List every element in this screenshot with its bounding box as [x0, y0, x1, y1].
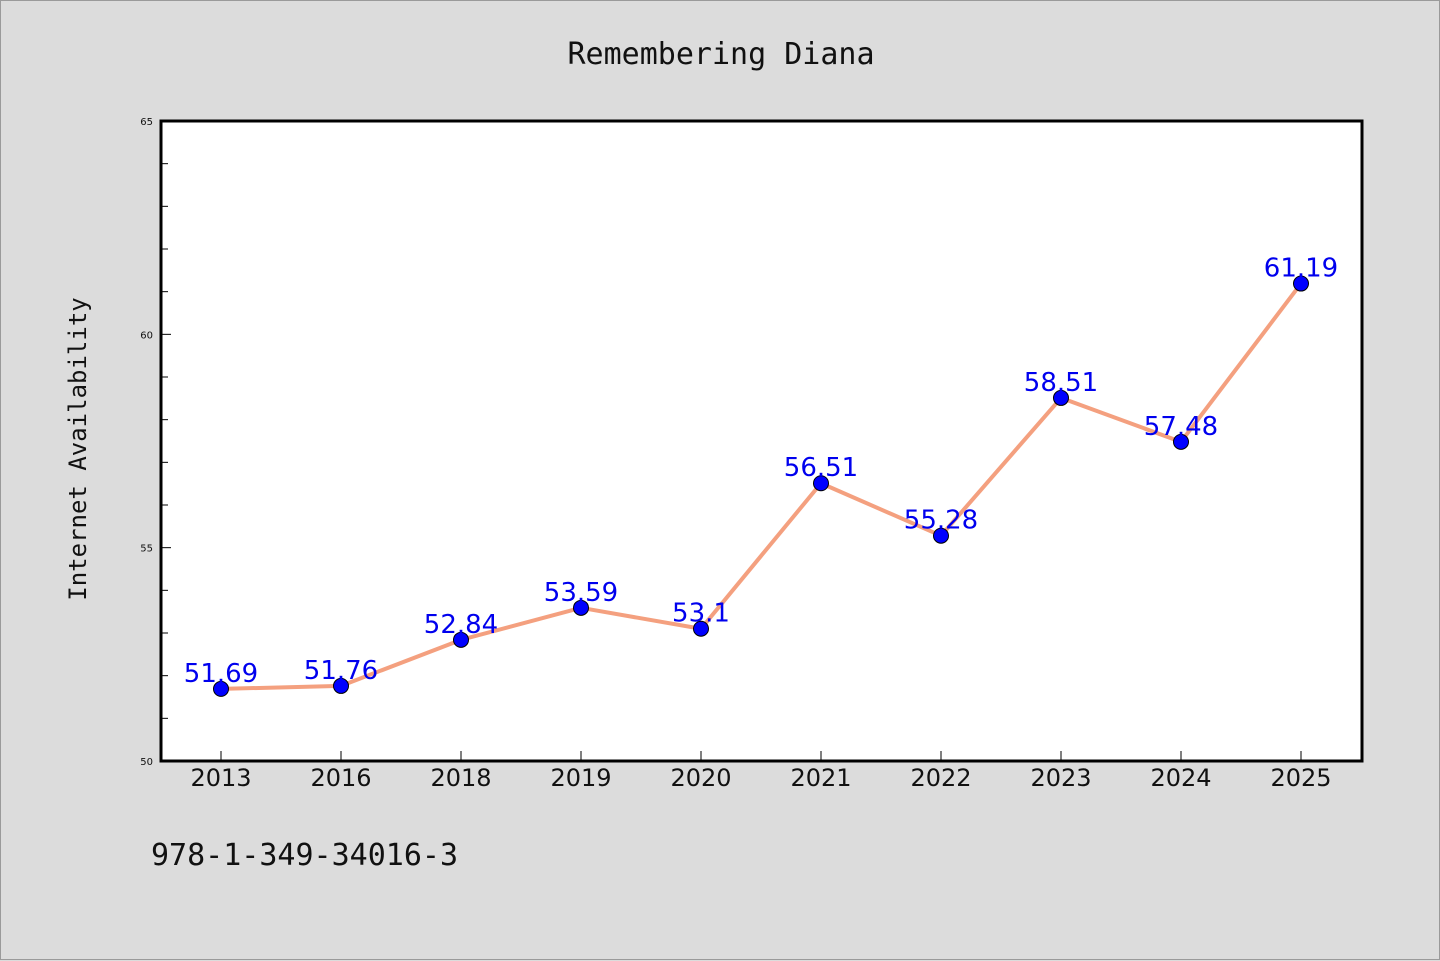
data-point: [693, 620, 709, 637]
data-label: 57.48: [1144, 412, 1218, 442]
y-axis-ticks: 50 55 60 65: [140, 117, 171, 768]
data-label: 61.19: [1264, 254, 1338, 284]
series-line: [219, 281, 1303, 691]
x-tick-label: 2023: [1030, 764, 1091, 792]
y-tick-label: 55: [140, 544, 153, 555]
data-point: [933, 527, 949, 544]
data-label: 52.84: [424, 610, 498, 640]
data-label: 53.1: [672, 599, 730, 629]
data-series: [213, 275, 1309, 697]
x-tick-label: 2024: [1150, 764, 1211, 792]
data-label: 51.76: [304, 656, 378, 686]
data-point: [333, 677, 349, 694]
x-tick-label: 2022: [910, 764, 971, 792]
y-tick-label: 65: [140, 117, 153, 128]
data-label: 56.51: [784, 453, 858, 483]
footer-code: 978-1-349-34016-3: [151, 838, 458, 873]
data-label: 55.28: [904, 506, 978, 536]
data-point: [453, 631, 469, 648]
x-tick-label: 2016: [310, 764, 371, 792]
data-point: [1173, 433, 1189, 450]
x-tick-label: 2025: [1270, 764, 1331, 792]
y-tick-label: 50: [140, 757, 153, 768]
x-tick-label: 2018: [430, 764, 491, 792]
data-point: [573, 599, 589, 616]
data-labels: 51.69 51.76 52.84 53.59 53.1 56.51 55.28 58.51 5…: [184, 254, 1338, 689]
plot-area: [159, 119, 1364, 763]
x-axis-ticks: 2013 2016 2018 2019 2020 2021 2022 2023 2024 2025: [190, 751, 1332, 792]
data-label: 53.59: [544, 578, 618, 608]
x-tick-label: 2019: [550, 764, 611, 792]
data-point: [1053, 389, 1069, 406]
data-label: 58.51: [1024, 368, 1098, 398]
x-tick-label: 2020: [670, 764, 731, 792]
data-point: [213, 680, 229, 697]
data-label: 51.69: [184, 659, 258, 689]
x-tick-label: 2021: [790, 764, 851, 792]
x-tick-label: 2013: [190, 764, 251, 792]
y-axis-label: Internet Availability: [64, 297, 92, 600]
data-point: [1293, 275, 1309, 292]
y-tick-label: 60: [140, 330, 153, 341]
data-point: [813, 475, 829, 492]
chart-title: Remembering Diana: [567, 37, 874, 72]
